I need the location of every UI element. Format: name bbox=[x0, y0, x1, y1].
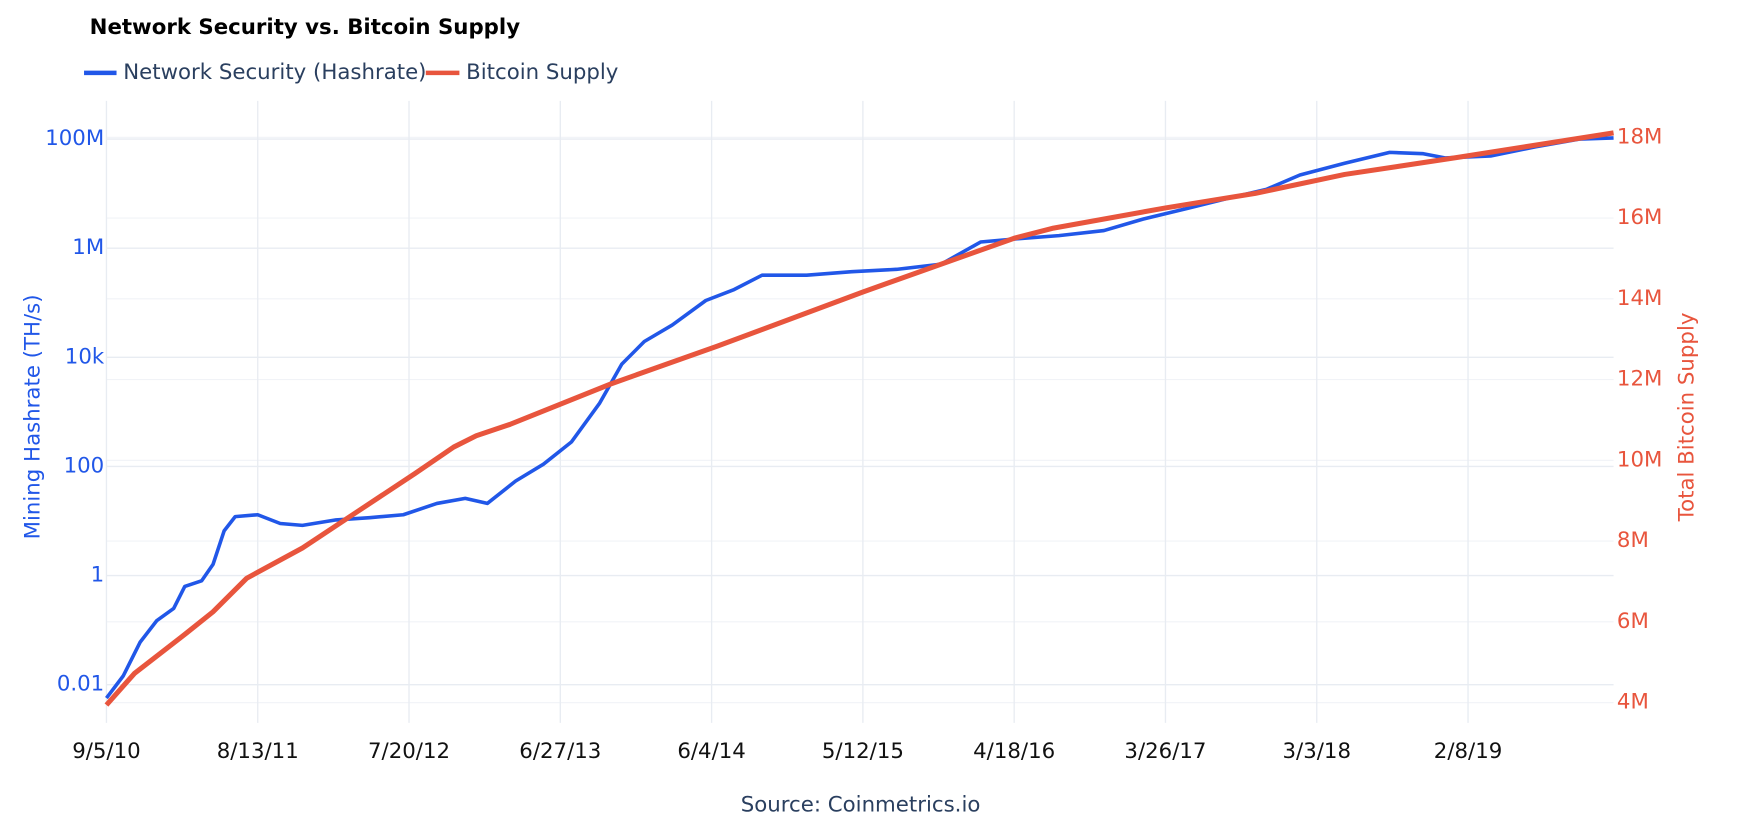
x-tick-label: 9/5/10 bbox=[72, 739, 141, 764]
x-tick-label: 7/20/12 bbox=[368, 739, 450, 764]
y-tick-label: 0.01 bbox=[57, 672, 104, 697]
y2-tick-label: 18M bbox=[1617, 124, 1662, 149]
x-tick-label: 8/13/11 bbox=[217, 739, 299, 764]
x-tick-label: 3/3/18 bbox=[1282, 739, 1351, 764]
x-tick-label: 2/8/19 bbox=[1434, 739, 1503, 764]
series-line bbox=[105, 136, 1614, 700]
x-tick-label: 3/26/17 bbox=[1124, 739, 1206, 764]
y2-axis-title: Total Bitcoin Supply bbox=[1675, 313, 1700, 523]
series-line bbox=[104, 130, 1614, 707]
y2-tick-label: 16M bbox=[1617, 205, 1662, 230]
x-tick-label: 6/27/13 bbox=[519, 739, 601, 764]
y2-tick-label: 6M bbox=[1617, 609, 1649, 634]
y-tick-label: 1 bbox=[91, 563, 105, 588]
source-note: Source: Coinmetrics.io bbox=[741, 793, 981, 818]
y2-tick-label: 10M bbox=[1617, 447, 1662, 472]
y2-tick-label: 8M bbox=[1617, 528, 1649, 553]
x-tick-label: 4/18/16 bbox=[973, 739, 1055, 764]
y2-tick-label: 14M bbox=[1617, 286, 1662, 311]
legend-label[interactable]: Network Security (Hashrate) bbox=[123, 60, 426, 85]
y-axis-title: Mining Hashrate (TH/s) bbox=[21, 294, 46, 539]
y2-tick-label: 12M bbox=[1617, 367, 1662, 392]
y-tick-label: 100 bbox=[64, 453, 105, 478]
chart-title: Network Security vs. Bitcoin Supply bbox=[90, 15, 521, 40]
legend-label[interactable]: Bitcoin Supply bbox=[466, 60, 618, 85]
y-tick-label: 10k bbox=[65, 344, 105, 369]
y2-tick-label: 4M bbox=[1617, 690, 1649, 715]
y-tick-label: 100M bbox=[45, 126, 104, 151]
y-tick-label: 1M bbox=[72, 235, 104, 260]
x-tick-label: 5/12/15 bbox=[822, 739, 904, 764]
x-tick-label: 6/4/14 bbox=[677, 739, 746, 764]
